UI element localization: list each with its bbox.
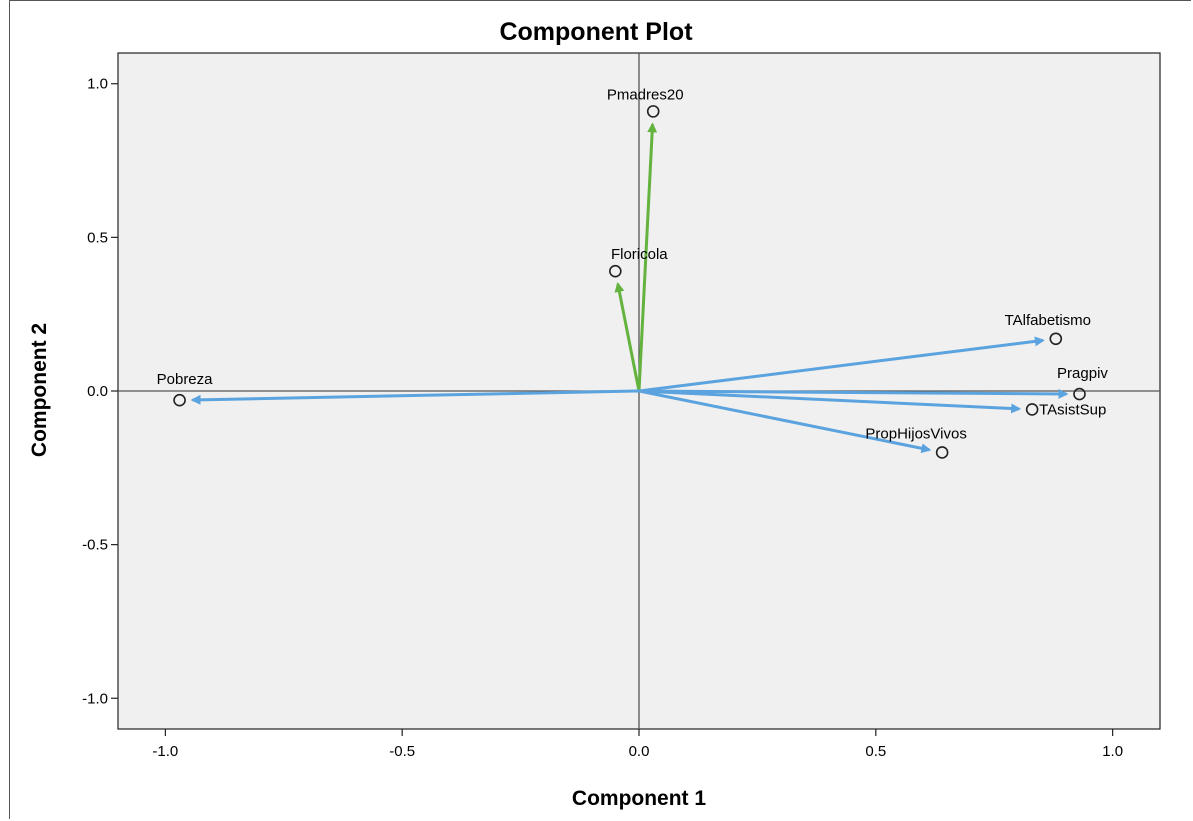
y-tick-label: -1.0 (82, 690, 108, 707)
axis-ticks: -1.0 -0.5 0.0 0.5 1.0 1.0 0.5 0.0 -0.5 -1.0 (82, 76, 1123, 760)
point-prophijosvivos (935, 446, 949, 459)
y-tick-label: 0.0 (87, 383, 108, 400)
label-floricola: Floricola (611, 246, 668, 263)
arrow-prophijosvivos (638, 389, 932, 454)
label-tasistsup: TAsistSup (1039, 401, 1106, 418)
arrow-pmadres20 (637, 122, 658, 392)
point-pobreza (173, 393, 186, 407)
y-tick-label: 0.5 (87, 229, 108, 246)
arrow-talfabetismo (638, 336, 1045, 393)
arrow-pobreza (190, 389, 640, 405)
point-floricola (609, 264, 622, 278)
label-pragpiv: Pragpiv (1057, 365, 1108, 382)
point-pragpiv (1073, 387, 1086, 401)
x-tick-label: 0.5 (865, 743, 886, 760)
y-tick-label: 1.0 (87, 76, 108, 93)
x-axis-label: Component 1 (572, 787, 706, 810)
point-talfabetismo (1049, 332, 1063, 346)
arrow-pragpiv (638, 388, 1069, 399)
loading-arrows (190, 122, 1069, 454)
label-prophijosvivos: PropHijosVivos (865, 425, 966, 442)
point-tasistsup (1025, 403, 1039, 416)
x-tick-label: -0.5 (389, 743, 415, 760)
x-tick-label: 1.0 (1102, 743, 1123, 760)
y-tick-label: -0.5 (82, 537, 108, 554)
y-axis-label: Component 2 (28, 323, 51, 457)
chart-title: Component Plot (499, 18, 693, 46)
label-pmadres20: Pmadres20 (607, 86, 684, 103)
point-labels: Pmadres20 Floricola TAlfabetismo Pragpiv TAs… (157, 86, 1109, 442)
point-pmadres20 (646, 105, 660, 118)
arrow-floricola (614, 281, 641, 392)
label-pobreza: Pobreza (157, 371, 214, 388)
x-tick-label: -1.0 (152, 743, 178, 760)
x-tick-label: 0.0 (629, 743, 650, 760)
loading-points (173, 105, 1086, 459)
arrow-tasistsup (638, 389, 1022, 414)
label-talfabetismo: TAlfabetismo (1005, 312, 1091, 329)
